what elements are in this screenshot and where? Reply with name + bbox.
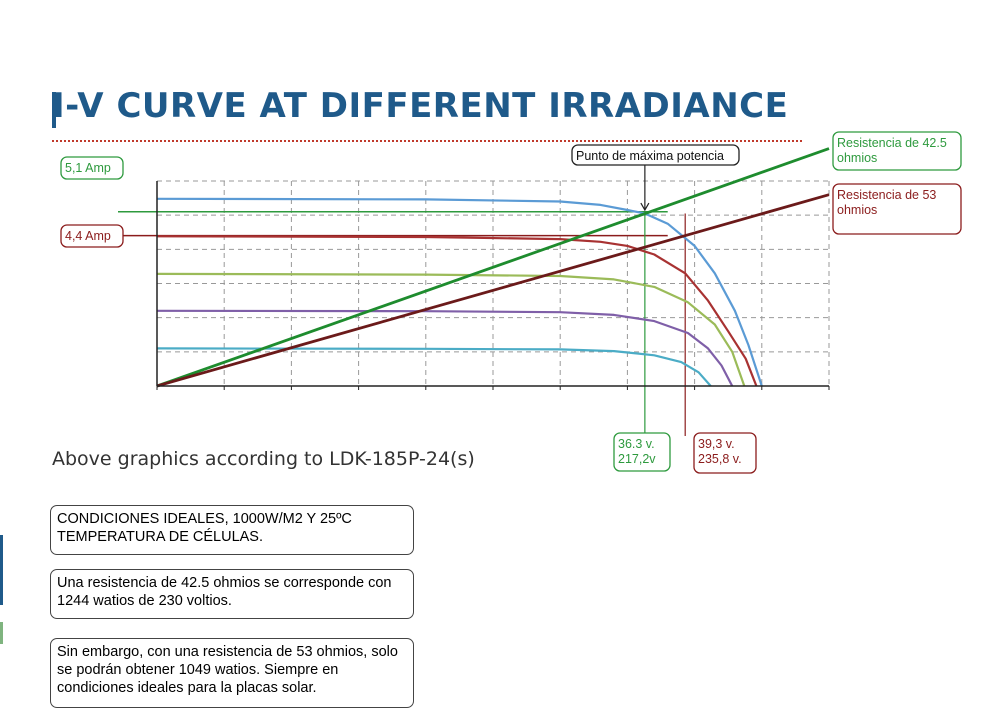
annotation-line: 5,1 Amp (65, 161, 111, 175)
iv-curve-line (156, 235, 758, 387)
title-divider (52, 140, 802, 142)
edge-decoration (0, 535, 3, 605)
annotation-box-res425 (832, 131, 962, 171)
annotations-layer: 5,1 Amp 4,4 Amp Punto de máxima potencia Re… (60, 131, 962, 474)
annotation-box-v393 (693, 432, 757, 474)
annotation-text-v393: 39,3 v. 235,8 v. (698, 437, 742, 466)
annotation-text-res53: Resistencia de 53 ohmios (837, 188, 936, 217)
annotation-text-amp44: 4,4 Amp (65, 229, 111, 243)
load-lines-layer (156, 147, 830, 388)
note-resistance-42-5: Una resistencia de 42.5 ohmios se corres… (50, 569, 414, 619)
axis-layer (156, 181, 830, 390)
annotation-line: Resistencia de 53 (837, 188, 936, 202)
iv-curve-line (156, 197, 763, 387)
annotation-line: Punto de máxima potencia (576, 149, 724, 163)
load-line (156, 147, 830, 388)
annotation-line: ohmios (837, 203, 877, 217)
annotation-text-v363: 36.3 v. 217,2v (618, 437, 656, 466)
mpp-arrowhead (640, 202, 650, 212)
annotation-text-res425: Resistencia de 42.5 ohmios (837, 136, 947, 165)
reference-lines-layer (118, 211, 686, 436)
annotation-line: 4,4 Amp (65, 229, 111, 243)
datasheet-caption: Above graphics according to LDK-185P-24(… (52, 448, 475, 470)
annotation-line: ohmios (837, 151, 877, 165)
annotation-box-amp51 (60, 156, 124, 180)
iv-curve-line (156, 309, 734, 387)
annotation-text-amp51: 5,1 Amp (65, 161, 111, 175)
iv-curve-line (156, 347, 712, 387)
series-layer (156, 197, 763, 387)
page-title: I-V CURVE AT DIFFERENT IRRADIANCE (52, 86, 789, 126)
load-line (156, 193, 830, 388)
annotation-box-amp44 (60, 224, 124, 248)
note-ideal-conditions: CONDICIONES IDEALES, 1000W/M2 Y 25ºC TEM… (50, 505, 414, 555)
annotation-box-res53 (832, 183, 962, 235)
edge-decoration (0, 622, 3, 644)
iv-curve-line (156, 272, 746, 387)
annotation-text-mpp: Punto de máxima potencia (576, 149, 724, 163)
annotation-line: 36.3 v. (618, 437, 655, 451)
annotation-box-mpp (571, 144, 740, 166)
note-resistance-53: Sin embargo, con una resistencia de 53 o… (50, 638, 414, 708)
annotation-line: 39,3 v. (698, 437, 735, 451)
annotation-box-v363 (613, 432, 671, 472)
title-accent-bar (52, 92, 56, 128)
annotation-line: 235,8 v. (698, 452, 742, 466)
annotation-line: 217,2v (618, 452, 656, 466)
annotation-line: Resistencia de 42.5 (837, 136, 947, 150)
grid-layer (157, 180, 830, 386)
